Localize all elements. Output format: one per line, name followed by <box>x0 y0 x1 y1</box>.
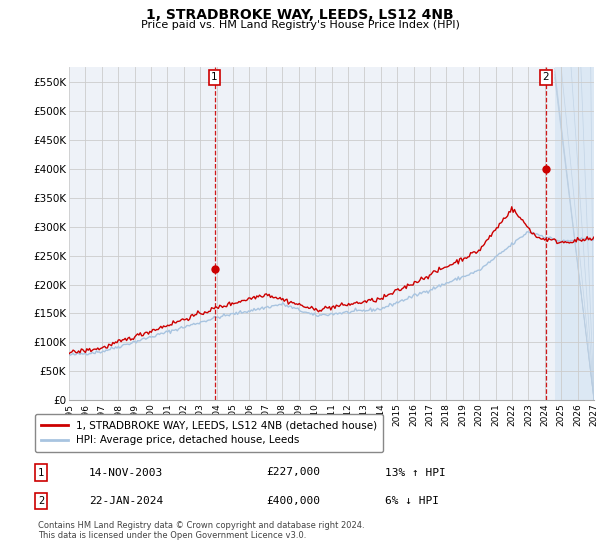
Text: 2: 2 <box>542 72 549 82</box>
Text: £400,000: £400,000 <box>266 496 320 506</box>
Text: 14-NOV-2003: 14-NOV-2003 <box>89 468 163 478</box>
Text: 1, STRADBROKE WAY, LEEDS, LS12 4NB: 1, STRADBROKE WAY, LEEDS, LS12 4NB <box>146 8 454 22</box>
Legend: 1, STRADBROKE WAY, LEEDS, LS12 4NB (detached house), HPI: Average price, detache: 1, STRADBROKE WAY, LEEDS, LS12 4NB (deta… <box>35 414 383 452</box>
Bar <box>554 67 594 400</box>
Text: 6% ↓ HPI: 6% ↓ HPI <box>385 496 439 506</box>
Text: Price paid vs. HM Land Registry's House Price Index (HPI): Price paid vs. HM Land Registry's House … <box>140 20 460 30</box>
Text: Contains HM Land Registry data © Crown copyright and database right 2024.
This d: Contains HM Land Registry data © Crown c… <box>38 521 365 540</box>
Text: 1: 1 <box>38 468 44 478</box>
Text: 13% ↑ HPI: 13% ↑ HPI <box>385 468 446 478</box>
Text: 1: 1 <box>211 72 218 82</box>
Text: 22-JAN-2024: 22-JAN-2024 <box>89 496 163 506</box>
Text: 2: 2 <box>38 496 44 506</box>
Text: £227,000: £227,000 <box>266 468 320 478</box>
